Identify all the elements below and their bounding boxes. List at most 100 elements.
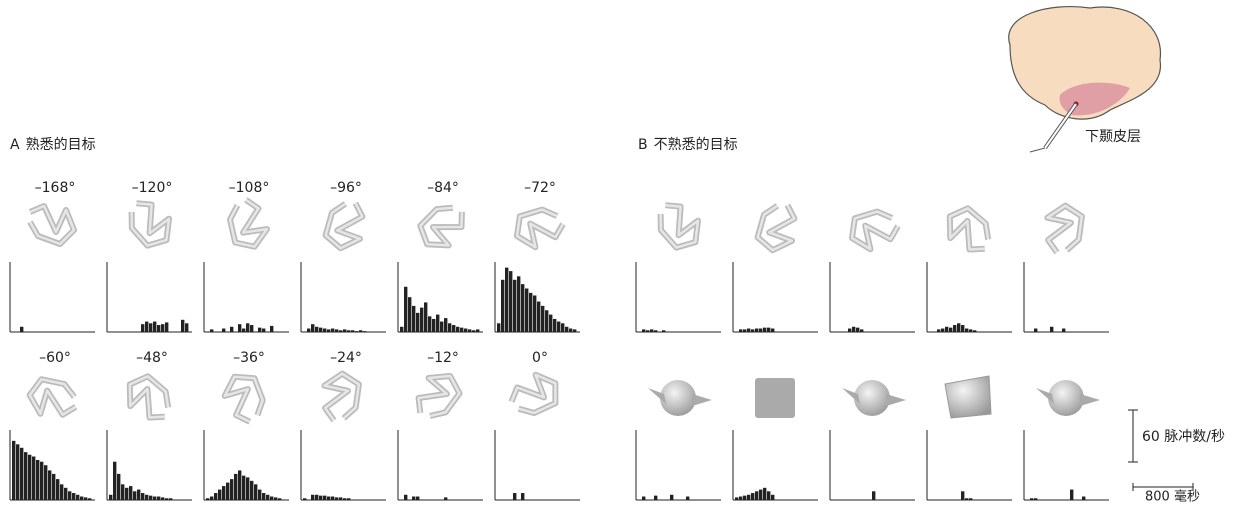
histogram-bar <box>242 475 246 500</box>
histogram-bar <box>157 325 161 332</box>
histogram-bar <box>432 318 436 332</box>
histogram-bar <box>262 493 266 500</box>
histogram-bar <box>60 484 64 500</box>
histogram-bar <box>64 487 68 500</box>
histogram-bar <box>412 496 416 500</box>
histogram-bar <box>339 497 343 500</box>
wire-object-highlight <box>28 204 76 246</box>
histogram-bar <box>125 487 129 500</box>
histogram-bar <box>561 323 565 332</box>
wire-object-highlight <box>756 204 796 252</box>
histogram-bar <box>323 328 327 332</box>
histogram-bar <box>121 484 125 500</box>
histogram-bar <box>937 329 941 332</box>
histogram-bar <box>953 325 957 332</box>
histogram-bar <box>642 496 646 500</box>
histogram-bar <box>76 494 80 500</box>
histogram-bar <box>222 328 226 332</box>
scale-bars <box>1128 409 1194 491</box>
panel-label: B <box>638 137 648 153</box>
angle-label: –60° <box>39 350 71 366</box>
angle-label: –72° <box>524 180 556 196</box>
histogram-bar <box>654 330 658 332</box>
histogram-bar <box>452 325 456 332</box>
histogram-bar <box>157 496 161 500</box>
histogram-bar <box>743 329 747 332</box>
rate-scale-label: 60 脉冲数/秒 <box>1142 429 1225 445</box>
histogram-bar <box>957 323 961 332</box>
histogram-bar <box>767 491 771 500</box>
histogram-bar <box>662 330 666 332</box>
histogram-bar <box>444 318 448 332</box>
blob-object <box>1048 380 1084 416</box>
histogram-bar <box>311 324 315 332</box>
cube-object <box>755 378 795 418</box>
panel-title: 不熟悉的目标 <box>654 137 738 153</box>
wire-object-highlight <box>1046 204 1084 254</box>
histogram-bar <box>533 295 537 332</box>
histogram-bar <box>1034 498 1038 500</box>
angle-label: 0° <box>532 350 548 366</box>
histogram-bar <box>246 477 250 500</box>
histogram-bar <box>40 461 44 500</box>
histogram-bar <box>161 324 165 332</box>
histogram-bar <box>642 329 646 332</box>
angle-label: –84° <box>427 180 459 196</box>
blob-object <box>854 380 890 416</box>
histogram-bar <box>258 489 262 500</box>
histogram-bar <box>32 456 36 500</box>
histogram-bar <box>553 318 557 332</box>
histogram-bar <box>24 452 28 500</box>
histogram-bar <box>141 493 145 500</box>
blob-spike <box>1036 388 1100 406</box>
histogram-bar <box>949 327 953 332</box>
histogram-bar <box>222 486 226 500</box>
histogram-bar <box>113 461 117 500</box>
histogram-bar <box>573 329 577 332</box>
histogram-bar <box>238 470 242 500</box>
histogram-bar <box>238 324 242 332</box>
histogram-bar <box>428 316 432 332</box>
histogram-bar <box>258 327 262 332</box>
histogram-bar <box>363 331 367 332</box>
histogram-bar <box>44 465 48 500</box>
histogram-bar <box>133 491 137 500</box>
histogram-bar <box>1070 489 1074 500</box>
histogram-bar <box>331 496 335 500</box>
histogram-bar <box>456 326 460 332</box>
histogram-bar <box>323 495 327 500</box>
histogram-bar <box>965 328 969 332</box>
wire-object-highlight <box>515 208 565 249</box>
histogram-bar <box>747 328 751 332</box>
brain-illustration <box>1008 5 1161 153</box>
histogram-bar <box>860 329 864 332</box>
histogram-bar <box>347 498 351 500</box>
angle-label: –96° <box>330 180 362 196</box>
angle-label: –36° <box>233 350 265 366</box>
wire-object-highlight <box>850 210 900 251</box>
wire-object-highlight <box>510 373 557 415</box>
histogram-bar <box>343 329 347 332</box>
histogram-bar <box>646 330 650 332</box>
histogram-bar <box>210 329 214 332</box>
histogram-bar <box>72 493 76 500</box>
histogram-bar <box>505 267 509 332</box>
time-scale-label: 800 毫秒 <box>1145 489 1200 504</box>
panel-title: 熟悉的目标 <box>26 137 96 153</box>
angle-label: –12° <box>427 350 459 366</box>
histogram-bar <box>565 326 569 332</box>
wire-object-highlight <box>28 378 77 416</box>
histogram-bar <box>448 323 452 332</box>
histogram-bar <box>476 329 480 332</box>
histogram-bar <box>185 323 189 332</box>
histogram-bar <box>739 496 743 500</box>
histogram-bar <box>973 330 977 332</box>
wire-object-highlight <box>417 374 461 418</box>
histogram-bar <box>347 330 351 332</box>
histogram-bar <box>1030 498 1034 500</box>
panel-a-heading: A 熟悉的目标 <box>10 137 96 153</box>
histogram-bar <box>246 323 250 332</box>
wire-object-highlight <box>130 201 171 247</box>
histogram-bar <box>80 496 84 500</box>
